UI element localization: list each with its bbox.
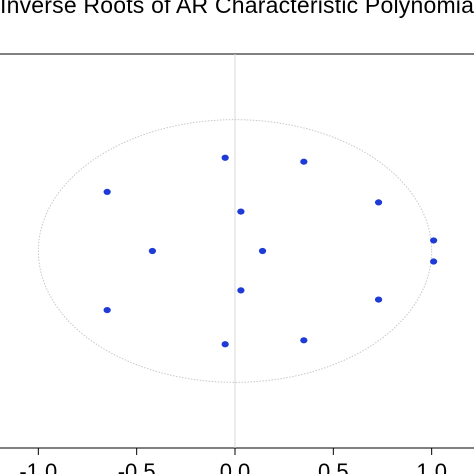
chart-title: Inverse Roots of AR Characteristic Polyn… (0, 0, 474, 18)
x-tick-label: -0.5 (118, 459, 156, 474)
data-point (237, 287, 245, 294)
data-point (221, 341, 229, 348)
plot-frame (0, 53, 474, 449)
x-tick-label: 0.5 (318, 459, 349, 474)
x-tick-label: -1.0 (19, 459, 57, 474)
data-point (300, 158, 308, 165)
data-point (237, 208, 245, 215)
data-point (103, 188, 111, 195)
data-point (300, 337, 308, 344)
data-point (430, 237, 438, 244)
points-layer (103, 154, 438, 348)
x-axis-ticks: -1.0 -0.5 0.0 0.5 1.0 (19, 448, 447, 474)
data-point (258, 247, 267, 255)
unit-circle-layer (37, 119, 433, 383)
data-point (103, 307, 111, 314)
data-point (374, 296, 383, 303)
data-point (221, 154, 229, 161)
x-tick-label: 1.0 (416, 459, 447, 474)
unit-circle (37, 119, 433, 383)
x-tick-label: 0.0 (220, 459, 251, 474)
data-point (430, 258, 438, 265)
data-point (374, 199, 383, 206)
data-point (148, 247, 156, 255)
